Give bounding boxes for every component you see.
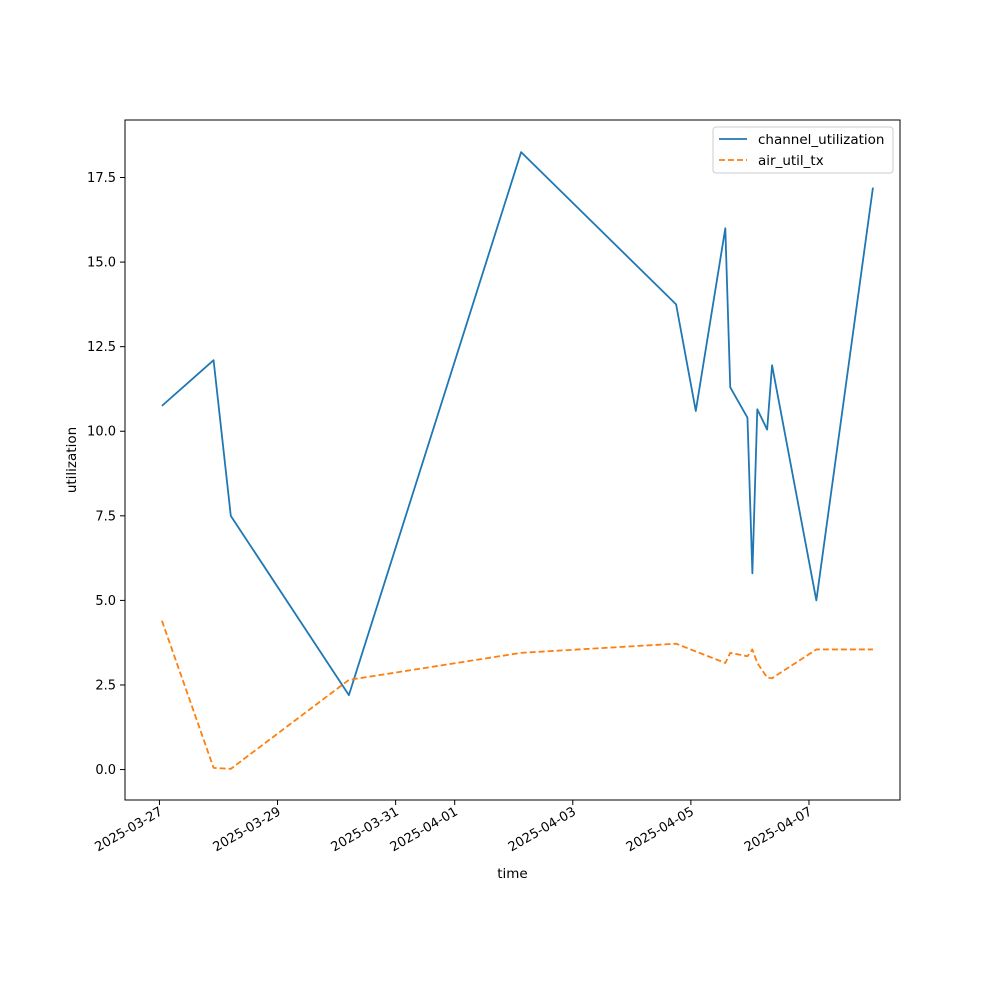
y-tick-label: 5.0 bbox=[95, 594, 116, 609]
series-layer bbox=[161, 151, 874, 770]
plot-area bbox=[124, 119, 901, 801]
legend-label-channel-utilization: channel_utilization bbox=[758, 132, 885, 148]
y-tick-label: 2.5 bbox=[95, 678, 116, 693]
series-line-air-util-tx bbox=[161, 620, 873, 770]
series-line-channel-utilization bbox=[161, 151, 874, 697]
legend: channel_utilization air_util_tx bbox=[712, 126, 894, 174]
plot-frame bbox=[124, 119, 901, 801]
y-tick-label: 0.0 bbox=[95, 763, 116, 778]
y-tick-label: 7.5 bbox=[95, 509, 116, 524]
x-axis-label: time bbox=[497, 866, 528, 882]
y-tick-label: 15.0 bbox=[87, 256, 116, 271]
y-axis-label: utilization bbox=[64, 427, 80, 493]
legend-label-air-util-tx: air_util_tx bbox=[758, 153, 824, 169]
plot-background bbox=[125, 120, 900, 800]
y-tick-label: 17.5 bbox=[87, 171, 116, 186]
y-axis: 0.0 2.5 5.0 7.5 10.0 12.5 15.0 17.5 bbox=[87, 171, 125, 778]
legend-box bbox=[712, 126, 894, 174]
y-tick-label: 10.0 bbox=[87, 425, 116, 440]
y-tick-label: 12.5 bbox=[87, 340, 116, 355]
